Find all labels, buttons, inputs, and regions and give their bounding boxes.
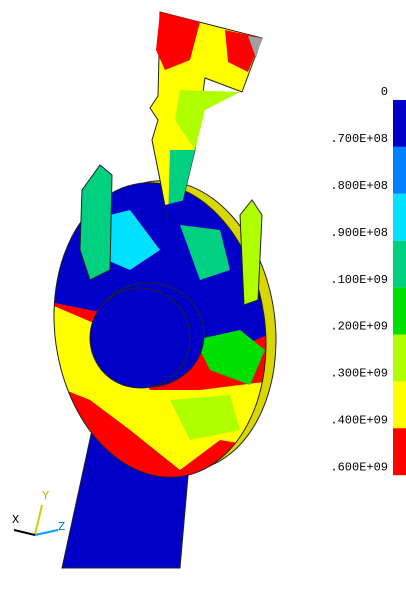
- legend-label: .600E+09: [330, 460, 388, 474]
- legend-label: .700E+08: [330, 132, 388, 146]
- legend-swatch: [393, 428, 406, 475]
- legend-swatch: [393, 147, 406, 194]
- legend-label: .900E+08: [330, 226, 388, 240]
- model: [35, 12, 294, 568]
- legend-swatch: [393, 194, 406, 241]
- legend: 0 .700E+08 .800E+08 .900E+08 .100E+09 .200E+0…: [330, 85, 406, 475]
- legend-swatch: [393, 381, 406, 428]
- axis-y-label: Y: [42, 489, 49, 503]
- legend-label: .800E+08: [330, 179, 388, 193]
- legend-swatch: [393, 100, 406, 147]
- legend-label: .100E+09: [330, 273, 388, 287]
- axis-z-label: Z: [58, 520, 65, 534]
- legend-swatch: [393, 288, 406, 335]
- legend-swatch: [393, 241, 406, 288]
- legend-label: 0: [381, 85, 388, 99]
- axis-triad: X Y Z: [12, 489, 65, 535]
- left-fin: [80, 165, 112, 280]
- legend-swatch: [393, 335, 406, 382]
- right-fin: [240, 200, 262, 305]
- fea-plot: X Y Z 0 .700E+08 .800E+08 .900E+08 .100E+09.…: [0, 0, 406, 593]
- legend-label: .400E+09: [330, 413, 388, 427]
- legend-label: .300E+09: [330, 367, 388, 381]
- legend-label: .200E+09: [330, 320, 388, 334]
- axis-x-label: X: [12, 513, 19, 527]
